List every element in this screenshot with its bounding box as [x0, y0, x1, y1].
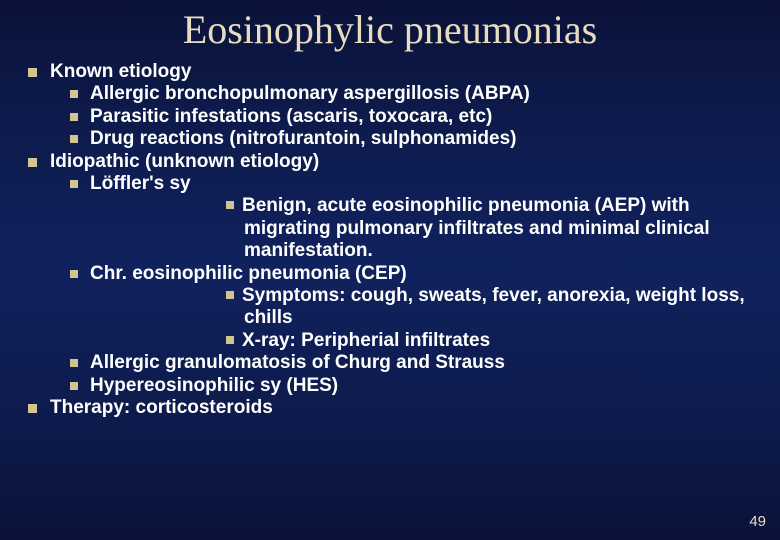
slide-title: Eosinophylic pneumonias	[0, 0, 780, 61]
bullet-icon	[226, 291, 234, 299]
slide-body: Known etiology Allergic bronchopulmonary…	[0, 61, 780, 420]
list-item: Drug reactions (nitrofurantoin, sulphona…	[62, 128, 762, 150]
list-item: Symptoms: cough, sweats, fever, anorexia…	[222, 285, 762, 330]
slide-number: 49	[749, 513, 766, 530]
list-item: Chr. eosinophilic pneumonia (CEP)	[62, 263, 762, 285]
bullet-icon	[226, 336, 234, 344]
list-item: Allergic granulomatosis of Churg and Str…	[62, 352, 762, 374]
list-item: Benign, acute eosinophilic pneumonia (AE…	[222, 195, 762, 262]
list-item: Löffler's sy	[62, 173, 762, 195]
list-item: X-ray: Peripherial infiltrates	[222, 330, 762, 352]
list-item: Known etiology	[22, 61, 762, 83]
list-item-text: Benign, acute eosinophilic pneumonia (AE…	[242, 195, 710, 261]
list-item-text: Symptoms: cough, sweats, fever, anorexia…	[242, 285, 745, 328]
list-item-text: X-ray: Peripherial infiltrates	[242, 330, 490, 351]
list-item: Parasitic infestations (ascaris, toxocar…	[62, 106, 762, 128]
list-item: Hypereosinophilic sy (HES)	[62, 375, 762, 397]
list-item: Allergic bronchopulmonary aspergillosis …	[62, 83, 762, 105]
list-item: Idiopathic (unknown etiology)	[22, 151, 762, 173]
bullet-icon	[226, 201, 234, 209]
list-item: Therapy: corticosteroids	[22, 397, 762, 419]
